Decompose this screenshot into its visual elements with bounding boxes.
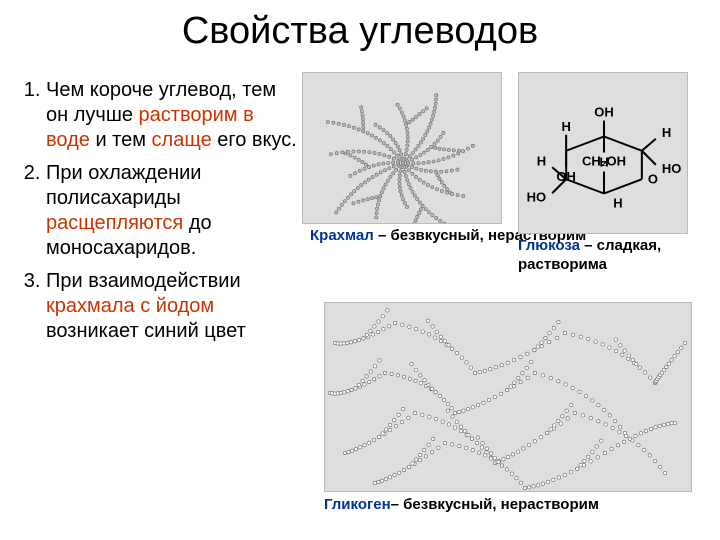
svg-text:H: H — [662, 125, 671, 140]
svg-text:H: H — [613, 196, 622, 211]
list-item-2: При охлаждении полисахариды расщепляются… — [46, 161, 302, 261]
highlight: расщепляются — [46, 212, 183, 234]
glucose-diagram: OCH₂OHHHOHOHOHHHHOH — [518, 72, 688, 234]
highlight: крахмала с йодом — [46, 295, 214, 317]
label-rest: – безвкусный, нерастворим — [391, 496, 599, 513]
svg-text:H: H — [561, 119, 570, 134]
text: При взаимодействии — [46, 270, 241, 292]
list-item-3: При взаимодействии крахмала с йодом возн… — [46, 269, 302, 344]
glucose-caption: Глюкоза – сладкая, растворима — [518, 237, 688, 275]
label-name: Крахмал — [310, 227, 374, 244]
glycogen-caption: Гликоген– безвкусный, нерастворим — [324, 496, 599, 515]
text: возникает синий цвет — [46, 320, 246, 342]
svg-text:HO: HO — [527, 189, 547, 204]
glycogen-diagram — [324, 302, 692, 492]
starch-diagram — [302, 72, 502, 224]
svg-text:HO: HO — [662, 161, 682, 176]
slide-title: Свойства углеводов — [0, 10, 720, 53]
label-name: Глюкоза — [518, 237, 580, 254]
list-item-1: Чем короче углевод, тем он лучше раствор… — [46, 78, 302, 153]
text: его вкус. — [212, 129, 297, 151]
svg-text:O: O — [648, 171, 658, 186]
svg-text:OH: OH — [556, 169, 576, 184]
text: При охлаждении полисахариды — [46, 162, 201, 209]
label-name: Гликоген — [324, 496, 391, 513]
svg-text:H: H — [599, 155, 608, 170]
bullet-list: Чем короче углевод, тем он лучше раствор… — [12, 78, 302, 352]
svg-text:OH: OH — [594, 105, 614, 120]
text: и тем — [90, 129, 152, 151]
highlight: слаще — [152, 129, 212, 151]
svg-text:H: H — [537, 153, 546, 168]
